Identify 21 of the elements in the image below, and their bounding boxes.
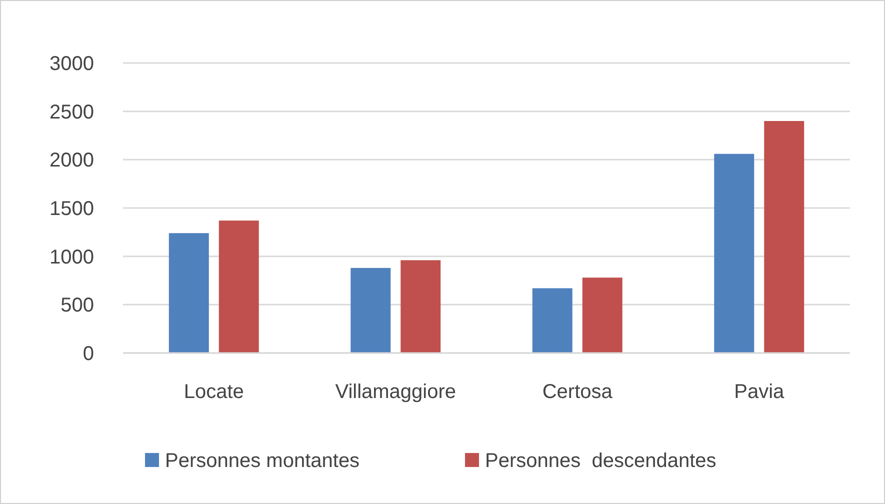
bar: [764, 121, 804, 353]
x-tick-label: Certosa: [542, 381, 614, 403]
bar: [582, 278, 622, 353]
y-tick-label: 1000: [50, 246, 94, 268]
y-tick-label: 2500: [50, 101, 94, 124]
y-tick-label: 3000: [50, 53, 94, 75]
bar: [218, 220, 259, 353]
bar: [168, 233, 209, 353]
y-tick-label: 2000: [50, 150, 94, 172]
bar: [714, 154, 754, 353]
x-tick-label: Pavia: [734, 381, 786, 403]
bar: [400, 260, 441, 353]
bar: [532, 288, 572, 353]
y-tick-label: 0: [82, 343, 94, 365]
x-tick-label: Locate: [184, 381, 244, 403]
legend-label: Personnes descendantes: [485, 450, 716, 472]
x-tick-label: Villamaggiore: [335, 381, 456, 403]
y-tick-label: 1500: [50, 198, 94, 220]
bar: [350, 268, 391, 353]
legend-label: Personnes montantes: [165, 450, 360, 472]
y-tick-label: 500: [60, 294, 94, 317]
